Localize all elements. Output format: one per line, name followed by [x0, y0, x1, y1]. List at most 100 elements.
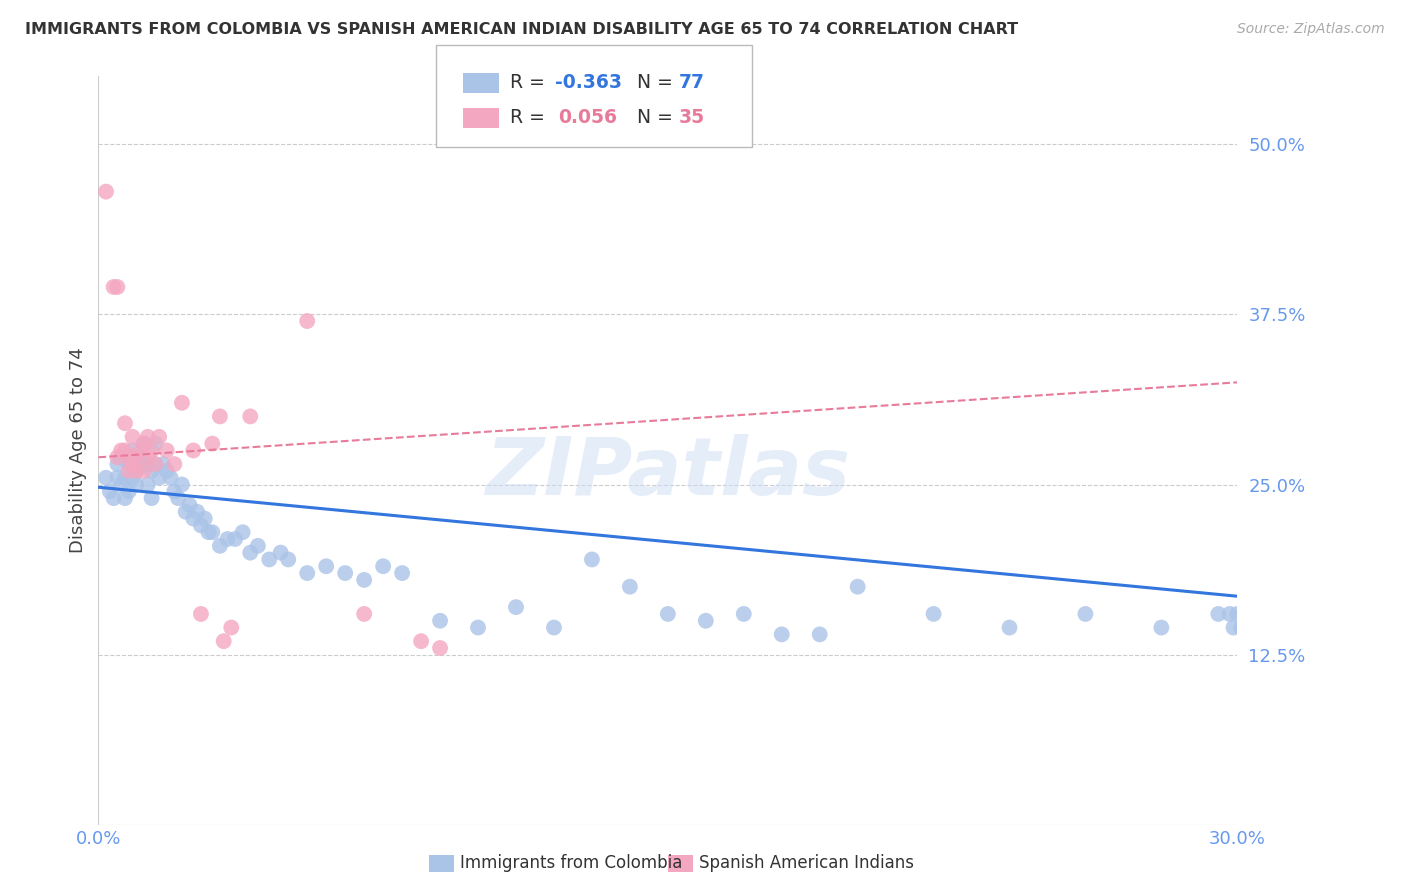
Point: [136, 477, 159, 491]
Point: [1226, 607, 1249, 621]
Point: [197, 525, 219, 540]
Point: [103, 491, 125, 505]
Text: R =: R =: [510, 108, 551, 128]
Point: [353, 573, 375, 587]
Point: [174, 505, 197, 519]
Text: Source: ZipAtlas.com: Source: ZipAtlas.com: [1237, 22, 1385, 37]
Point: [581, 552, 603, 566]
Point: [190, 607, 212, 621]
Point: [297, 314, 319, 328]
Point: [429, 614, 451, 628]
Text: N =: N =: [637, 73, 679, 93]
Point: [170, 396, 193, 410]
Point: [136, 450, 159, 465]
Point: [371, 559, 394, 574]
Point: [132, 436, 155, 450]
Point: [411, 634, 433, 648]
Point: [125, 464, 148, 478]
Point: [118, 484, 141, 499]
Point: [145, 457, 167, 471]
Point: [107, 471, 129, 485]
Point: [353, 607, 375, 621]
Point: [1219, 607, 1241, 621]
Point: [179, 498, 201, 512]
Point: [194, 511, 217, 525]
Point: [335, 566, 357, 580]
Text: Spanish American Indians: Spanish American Indians: [699, 855, 914, 872]
Point: [163, 457, 186, 471]
Point: [129, 457, 152, 471]
Point: [239, 409, 262, 424]
Point: [132, 457, 155, 471]
Point: [183, 443, 205, 458]
Point: [114, 416, 136, 430]
Point: [733, 607, 755, 621]
Point: [141, 443, 163, 458]
Point: [148, 430, 170, 444]
Point: [232, 525, 254, 540]
Point: [121, 443, 143, 458]
Point: [208, 539, 231, 553]
Point: [297, 566, 319, 580]
Y-axis label: Disability Age 65 to 74: Disability Age 65 to 74: [69, 348, 87, 553]
Point: [467, 621, 489, 635]
Text: 77: 77: [679, 73, 704, 93]
Point: [107, 280, 129, 294]
Point: [190, 518, 212, 533]
Point: [1074, 607, 1097, 621]
Point: [808, 627, 831, 641]
Point: [212, 634, 235, 648]
Point: [132, 436, 155, 450]
Point: [846, 580, 869, 594]
Point: [1230, 621, 1253, 635]
Point: [103, 280, 125, 294]
Point: [505, 600, 527, 615]
Point: [125, 477, 148, 491]
Point: [922, 607, 945, 621]
Point: [148, 471, 170, 485]
Point: [429, 640, 451, 655]
Point: [208, 409, 231, 424]
Point: [129, 450, 152, 465]
Point: [110, 477, 132, 491]
Point: [94, 471, 117, 485]
Point: [136, 457, 159, 471]
Point: [156, 443, 179, 458]
Point: [1233, 607, 1256, 621]
Text: IMMIGRANTS FROM COLOMBIA VS SPANISH AMERICAN INDIAN DISABILITY AGE 65 TO 74 CORR: IMMIGRANTS FROM COLOMBIA VS SPANISH AMER…: [25, 22, 1018, 37]
Point: [145, 457, 167, 471]
Point: [224, 532, 246, 546]
Point: [107, 457, 129, 471]
Point: [543, 621, 565, 635]
Text: 0.056: 0.056: [558, 108, 617, 128]
Text: ZIPatlas: ZIPatlas: [485, 434, 851, 512]
Point: [129, 443, 152, 458]
Point: [217, 532, 239, 546]
Point: [315, 559, 337, 574]
Point: [125, 464, 148, 478]
Point: [770, 627, 793, 641]
Point: [277, 552, 299, 566]
Text: -0.363: -0.363: [555, 73, 623, 93]
Point: [163, 484, 186, 499]
Point: [259, 552, 281, 566]
Text: N =: N =: [637, 108, 679, 128]
Point: [167, 491, 190, 505]
Point: [107, 450, 129, 465]
Point: [110, 450, 132, 465]
Point: [152, 457, 174, 471]
Text: Immigrants from Colombia: Immigrants from Colombia: [460, 855, 682, 872]
Point: [239, 546, 262, 560]
Point: [1150, 621, 1173, 635]
Point: [114, 491, 136, 505]
Point: [201, 436, 224, 450]
Point: [114, 471, 136, 485]
Point: [246, 539, 269, 553]
Point: [657, 607, 679, 621]
Point: [98, 484, 121, 499]
Point: [145, 436, 167, 450]
Point: [270, 546, 292, 560]
Point: [118, 457, 141, 471]
Point: [183, 511, 205, 525]
Point: [132, 464, 155, 478]
